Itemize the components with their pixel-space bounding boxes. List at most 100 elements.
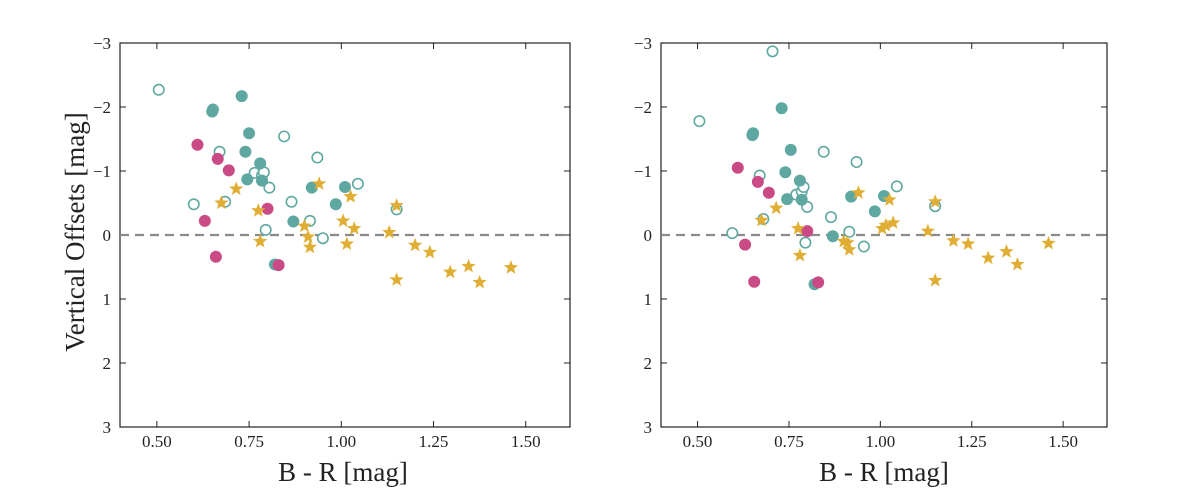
filled-circle-point (206, 103, 219, 116)
star-point (840, 235, 855, 249)
star-point (442, 264, 458, 279)
y-tick-label: 1 (103, 290, 112, 309)
open-circle-point (152, 83, 165, 96)
open-circle-point (278, 130, 291, 143)
filled-circle-point (812, 276, 825, 289)
y-tick-label: −2 (93, 98, 111, 117)
star-point (382, 224, 397, 239)
filled-circle-point (775, 102, 788, 115)
star-point (297, 218, 312, 233)
star-point (347, 221, 362, 235)
filled-circle-point (287, 215, 300, 228)
filled-circle-point (801, 225, 814, 238)
star-point (336, 213, 351, 227)
y-axis-label: Vertical Offsets [mag] (60, 112, 90, 351)
open-circle-point (316, 232, 329, 245)
filled-circle-point (795, 193, 808, 206)
star-point (407, 237, 423, 252)
left-scatter-panel: 0.50 0.75 1.00 1.25 1.50 −3 −2 −1 0 1 2 3 (93, 34, 571, 451)
open-circle-point (351, 177, 364, 190)
filled-circle-point (243, 127, 256, 140)
open-circle-point (799, 236, 812, 249)
x-tick-label: 1.00 (865, 432, 895, 451)
star-point (214, 195, 229, 210)
x-tick-label: 0.50 (683, 432, 713, 451)
open-circle-point (766, 45, 779, 58)
star-point (251, 203, 266, 217)
star-point (920, 223, 935, 238)
filled-circle-point (239, 145, 252, 158)
y-tick-label: −3 (93, 34, 111, 53)
filled-circle-point (868, 205, 881, 218)
right-scatter-panel: 0.50 0.75 1.00 1.25 1.50 −3 −2 −1 0 1 2 3 (634, 34, 1108, 451)
y-tick-label: −3 (634, 34, 652, 53)
open-circle-point (311, 151, 324, 164)
star-point (946, 233, 961, 247)
open-circle-point (187, 198, 200, 211)
filled-circle-point (272, 259, 285, 272)
star-point (960, 236, 976, 251)
star-point (1041, 235, 1056, 250)
filled-circle-point (793, 174, 806, 187)
open-circle-point (726, 227, 739, 240)
x-tick-label: 1.00 (326, 432, 356, 451)
filled-circle-point (779, 166, 792, 179)
star-point (792, 247, 808, 262)
star-point (999, 244, 1014, 258)
x-tick-label: 1.50 (511, 432, 541, 451)
star-point (1010, 256, 1025, 271)
x-tick-label: 0.50 (142, 432, 172, 451)
star-point (503, 260, 519, 274)
star-point (343, 189, 358, 203)
open-circle-point (693, 115, 706, 128)
filled-circle-point (256, 174, 269, 187)
filled-circle-point (235, 90, 248, 103)
y-tick-label: 3 (103, 418, 112, 437)
filled-circle-point (198, 214, 211, 227)
star-point (851, 185, 866, 199)
star-point (882, 192, 897, 206)
y-tick-label: 0 (103, 226, 112, 245)
y-tick-label: −1 (634, 162, 652, 181)
filled-circle-point (748, 275, 761, 288)
filled-circle-point (784, 143, 797, 156)
filled-circle-point (329, 198, 342, 211)
star-point (842, 242, 857, 256)
y-tick-label: −2 (634, 98, 652, 117)
star-point (422, 244, 437, 259)
y-tick-label: 2 (103, 354, 112, 373)
filled-circle-point (826, 230, 839, 243)
open-circle-point (817, 145, 830, 158)
x-tick-label: 1.25 (419, 432, 449, 451)
star-point (300, 229, 316, 243)
y-tick-label: −1 (93, 162, 111, 181)
open-circle-point (824, 211, 837, 224)
star-point (461, 258, 476, 273)
filled-circle-point (305, 181, 318, 194)
star-point (389, 272, 404, 286)
filled-circle-point (751, 175, 764, 188)
star-point (981, 250, 996, 265)
star-point (472, 274, 487, 289)
open-circle-point (285, 195, 298, 208)
x-axis-label-right: B - R [mag] (819, 457, 949, 487)
star-point (302, 239, 318, 254)
filled-circle-point (747, 127, 760, 140)
open-circle-point (890, 180, 903, 193)
filled-circle-point (209, 250, 222, 263)
filled-circle-point (739, 238, 752, 251)
filled-circle-point (731, 161, 744, 174)
open-circle-point (259, 223, 272, 236)
filled-circle-point (222, 164, 235, 177)
filled-circle-point (762, 186, 775, 199)
filled-circle-point (191, 138, 204, 151)
star-point (886, 215, 901, 229)
star-point (928, 194, 943, 208)
y-tick-label: 2 (644, 354, 653, 373)
star-point (389, 198, 404, 212)
star-point (928, 272, 943, 287)
open-circle-point (857, 240, 870, 253)
x-tick-label: 1.50 (1048, 432, 1078, 451)
open-circle-point (843, 225, 856, 238)
